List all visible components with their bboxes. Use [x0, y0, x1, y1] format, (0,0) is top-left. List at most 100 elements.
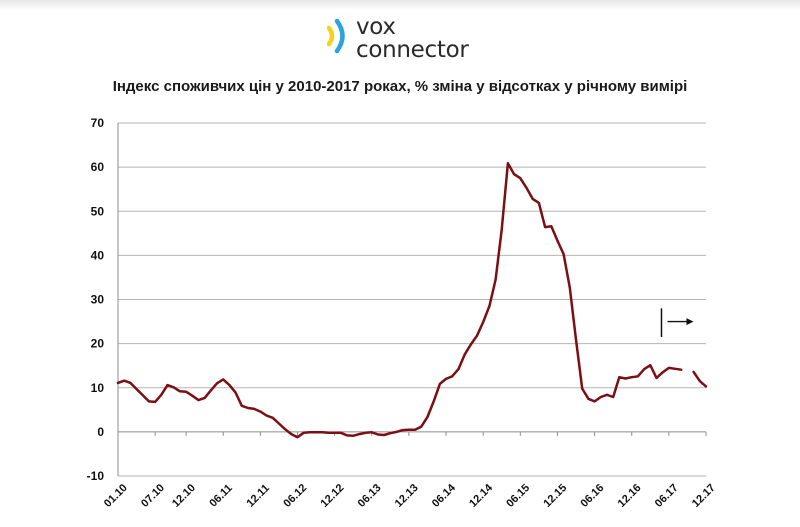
data-point	[389, 432, 392, 434]
data-point	[643, 368, 645, 371]
data-point	[383, 434, 385, 436]
data-point	[370, 431, 373, 434]
data-point	[538, 202, 540, 204]
data-point	[599, 396, 602, 398]
data-point	[569, 286, 571, 289]
data-point	[674, 367, 676, 370]
data-point	[377, 433, 379, 436]
data-point	[191, 394, 194, 397]
data-point	[179, 390, 181, 393]
data-point	[414, 428, 416, 431]
data-point	[692, 371, 695, 373]
data-point	[544, 226, 546, 228]
data-point	[141, 394, 144, 397]
data-point	[358, 433, 361, 435]
data-point	[129, 382, 132, 384]
data-point	[699, 380, 701, 382]
x-tick-label: 12.17	[690, 482, 718, 510]
data-point	[172, 386, 175, 389]
data-point	[525, 187, 528, 189]
x-tick-label: 06.14	[430, 481, 459, 510]
series-line	[692, 370, 708, 388]
data-point	[445, 378, 447, 380]
x-tick-label: 12.11	[244, 482, 272, 510]
data-point	[315, 431, 317, 434]
data-point	[624, 377, 627, 380]
x-tick-label: 12.13	[393, 482, 421, 510]
data-point	[637, 375, 639, 378]
data-point	[562, 253, 565, 255]
x-tick-label: 06.16	[578, 482, 606, 510]
data-point	[284, 428, 286, 431]
y-tick-label: 10	[91, 381, 105, 395]
x-tick-label: 12.15	[541, 482, 569, 510]
data-point	[457, 368, 460, 371]
data-point	[581, 387, 584, 390]
data-point	[426, 416, 429, 418]
data-point	[519, 177, 522, 179]
data-point	[364, 431, 367, 434]
data-point	[309, 431, 311, 434]
x-tick-label: 06.13	[356, 482, 384, 510]
data-point	[420, 425, 423, 428]
data-point	[296, 436, 299, 438]
data-point	[123, 379, 125, 382]
top-shade	[0, 0, 800, 10]
data-point	[333, 431, 336, 434]
x-tick-label: 07.10	[139, 482, 167, 510]
data-point	[302, 431, 305, 434]
data-point	[618, 376, 621, 378]
x-tick-label: 12.10	[170, 482, 198, 510]
y-tick-label: 60	[91, 160, 105, 174]
data-point	[185, 390, 187, 393]
y-tick-label: 0	[97, 425, 104, 439]
y-tick-label: -10	[87, 469, 105, 483]
data-point	[327, 431, 330, 434]
data-point	[500, 228, 503, 231]
data-point	[606, 394, 608, 396]
data-point	[507, 162, 509, 164]
data-point	[148, 400, 150, 403]
data-point	[197, 399, 200, 401]
data-point	[463, 353, 466, 356]
data-point	[451, 375, 454, 378]
data-point	[668, 367, 670, 369]
data-point	[705, 385, 707, 388]
x-tick-label: 06.17	[653, 482, 681, 510]
data-point	[135, 388, 138, 390]
data-point	[321, 431, 324, 434]
data-point	[630, 376, 633, 378]
brand-name-line2: connector	[356, 37, 469, 63]
chart-title: Індекс споживчих цін у 2010-2017 роках, …	[112, 78, 688, 95]
data-point	[247, 407, 249, 409]
y-tick-label: 30	[91, 293, 105, 307]
data-point	[587, 397, 590, 400]
data-point	[612, 396, 614, 398]
data-point	[234, 391, 237, 394]
data-point	[482, 321, 484, 323]
data-point	[278, 422, 280, 425]
series-line	[116, 161, 683, 439]
data-point	[655, 377, 658, 379]
data-point	[395, 431, 398, 433]
brand-name: vox connector	[356, 16, 469, 62]
data-point	[513, 173, 515, 175]
data-point	[216, 382, 218, 385]
data-point	[575, 338, 577, 341]
data-point	[259, 410, 262, 413]
y-tick-label: 40	[91, 248, 105, 262]
data-point	[166, 384, 169, 386]
data-point	[210, 389, 212, 392]
data-point	[550, 225, 553, 228]
signal-wave-icon	[326, 18, 345, 54]
x-tick-label: 06.11	[207, 482, 235, 510]
data-point	[290, 433, 293, 435]
x-tick-label: 01.10	[102, 482, 130, 510]
data-point	[222, 378, 225, 381]
data-point	[352, 435, 355, 437]
x-tick-label: 06.12	[281, 482, 309, 510]
data-point	[470, 343, 472, 346]
data-point	[154, 401, 156, 403]
y-tick-label: 70	[91, 116, 105, 130]
